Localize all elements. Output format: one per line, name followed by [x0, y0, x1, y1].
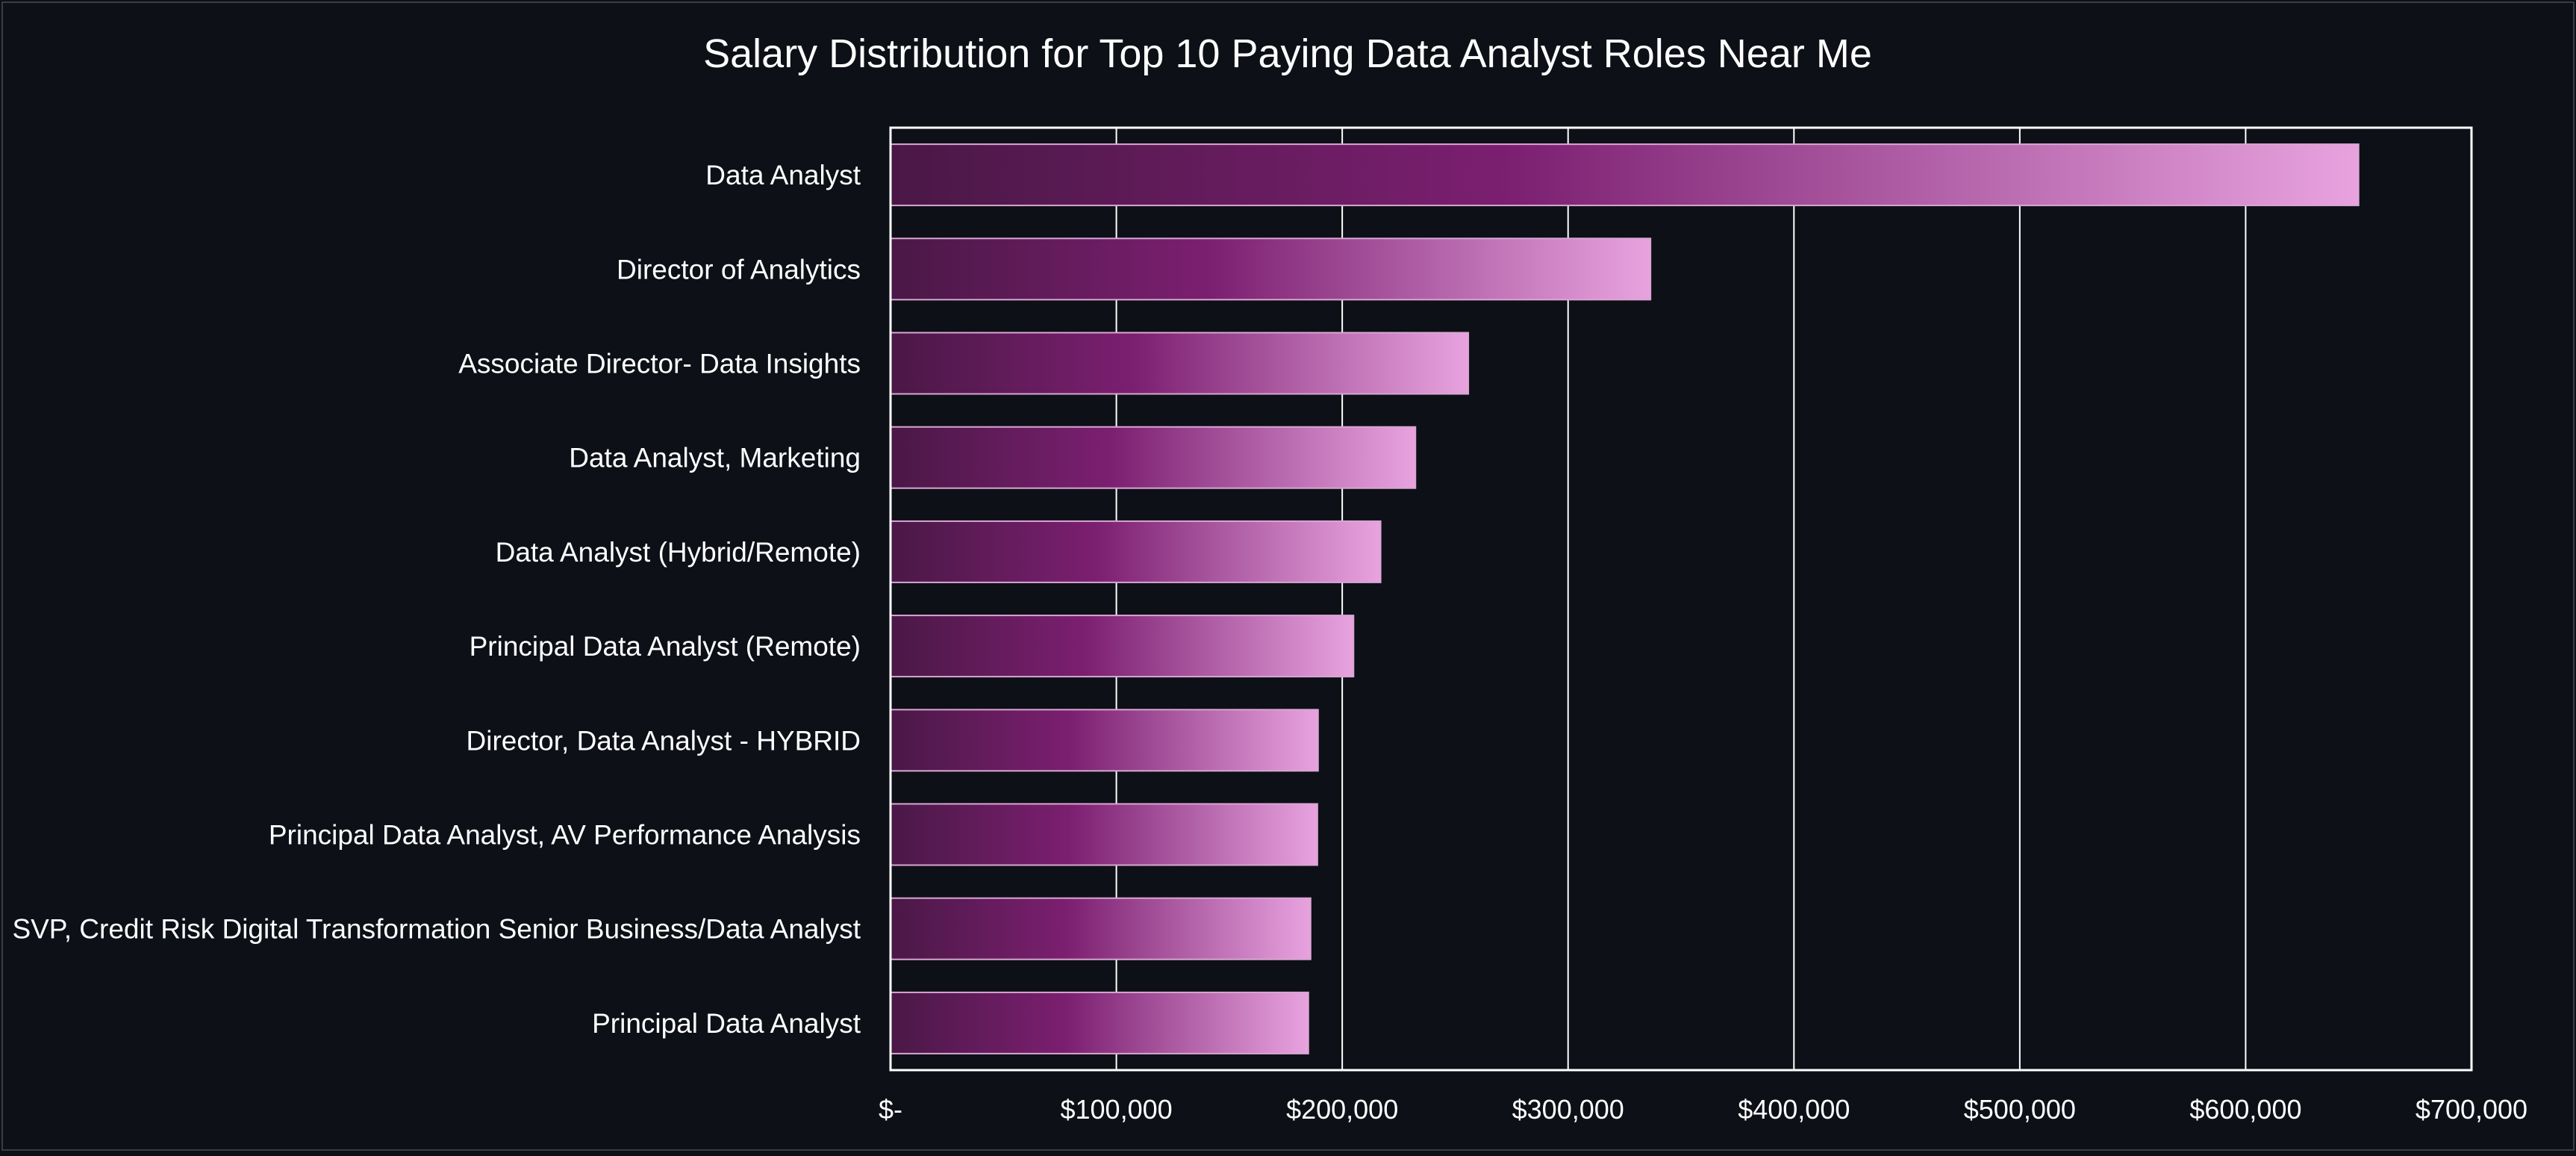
- bar: [890, 237, 1652, 301]
- category-label: Associate Director- Data Insights: [458, 349, 861, 379]
- category-label: Principal Data Analyst, AV Performance A…: [269, 820, 861, 851]
- bar: [890, 332, 1470, 395]
- x-tick-label: $-: [879, 1094, 902, 1125]
- bar: [890, 897, 1312, 960]
- x-tick-label: $300,000: [1512, 1094, 1624, 1125]
- category-label: Data Analyst, Marketing: [569, 443, 861, 473]
- bar: [890, 520, 1382, 583]
- category-label: Principal Data Analyst: [592, 1008, 861, 1039]
- bar: [890, 991, 1309, 1054]
- bar: [890, 143, 2360, 207]
- category-label: Principal Data Analyst (Remote): [470, 631, 861, 662]
- chart-title: Salary Distribution for Top 10 Paying Da…: [703, 31, 1872, 76]
- bars-layer: [890, 143, 2360, 1054]
- bar: [890, 615, 1355, 678]
- x-tick-label: $400,000: [1738, 1094, 1850, 1125]
- x-tick-label: $100,000: [1060, 1094, 1172, 1125]
- category-label: Director, Data Analyst - HYBRID: [467, 725, 861, 756]
- category-label: Data Analyst (Hybrid/Remote): [496, 537, 861, 568]
- category-label: SVP, Credit Risk Digital Transformation …: [12, 914, 861, 945]
- category-label: Director of Analytics: [617, 254, 861, 285]
- bar: [890, 709, 1319, 772]
- x-tick-label: $200,000: [1286, 1094, 1398, 1125]
- category-labels: Data Analyst Director of Analytics Associa…: [12, 160, 861, 1039]
- x-tick-labels: $- $100,000 $200,000 $300,000 $400,000 $500,0…: [879, 1094, 2527, 1125]
- x-tick-label: $500,000: [1964, 1094, 2076, 1125]
- x-tick-label: $700,000: [2416, 1094, 2527, 1125]
- bar: [890, 426, 1417, 489]
- category-label: Data Analyst: [705, 160, 861, 190]
- plot-area-border: [889, 126, 2473, 1072]
- x-tick-label: $600,000: [2189, 1094, 2301, 1125]
- bar: [890, 803, 1318, 866]
